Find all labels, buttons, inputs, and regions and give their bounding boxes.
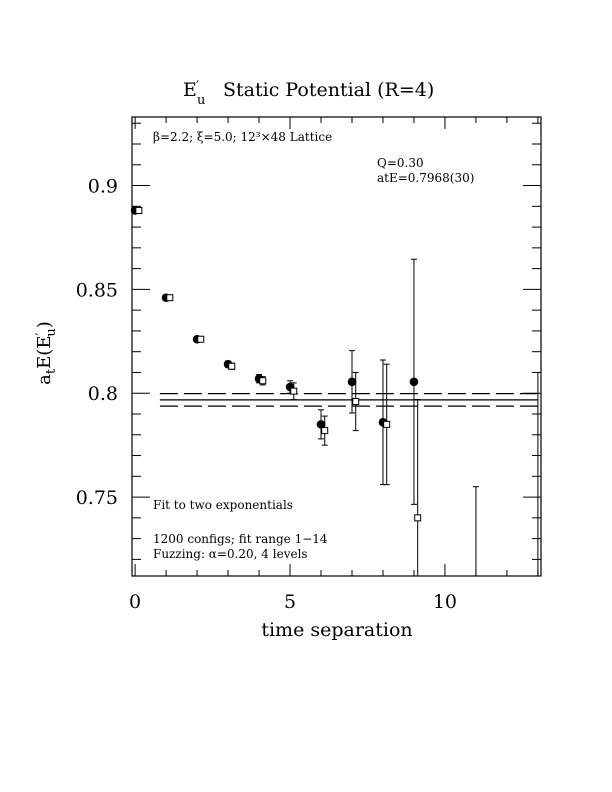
data-point-circle	[409, 377, 419, 387]
data-points	[130, 206, 541, 576]
data-point-circle	[316, 420, 326, 429]
title-subscript: u	[197, 93, 205, 108]
title-main: E	[183, 79, 197, 101]
energy-annotation: atE=0.7968(30)	[377, 171, 474, 185]
data-point-square	[352, 398, 360, 406]
data-point-circle	[347, 377, 357, 387]
y-tick-label: 0.9	[88, 176, 118, 198]
data-point-square	[197, 335, 205, 343]
annotations: β=2.2; ξ=5.0; 12³×48 Lattice Q=0.30 atE=…	[153, 130, 474, 561]
data-point-square	[321, 427, 329, 435]
data-point-square	[259, 377, 267, 385]
y-axis-label-text: atE(E′u)	[34, 321, 59, 385]
data-point-square	[228, 362, 236, 370]
x-tick-label: 10	[433, 591, 457, 613]
title-prime: ′	[196, 79, 199, 95]
x-tick-label: 5	[284, 591, 296, 613]
data-point-square	[414, 514, 422, 522]
x-tick-label: 0	[129, 591, 141, 613]
data-point-square	[166, 294, 174, 302]
y-tick-label: 0.85	[76, 279, 118, 301]
y-tick-label: 0.8	[88, 383, 118, 405]
data-point-square	[290, 387, 298, 395]
title-rest: Static Potential (R=4)	[223, 79, 434, 101]
fuzzing-annotation: Fuzzing: α=0.20, 4 levels	[153, 547, 308, 561]
fit-annotation: Fit to two exponentials	[153, 498, 293, 512]
x-axis-label: time separation	[261, 619, 412, 641]
y-tick-label: 0.75	[76, 487, 118, 509]
data-point-square	[383, 420, 391, 428]
data-point-square	[135, 206, 143, 214]
chart-title: E ′ u Static Potential (R=4)	[183, 79, 434, 108]
lattice-annotation: β=2.2; ξ=5.0; 12³×48 Lattice	[153, 130, 332, 144]
plot-frame	[131, 116, 542, 577]
configs-annotation: 1200 configs; fit range 1−14	[153, 532, 328, 546]
y-axis-label: atE(E′u)	[34, 321, 59, 385]
tick-labels: 0 5 10 0.75 0.8 0.85 0.9	[76, 176, 457, 613]
q-annotation: Q=0.30	[377, 156, 424, 170]
fit-lines	[159, 393, 538, 407]
